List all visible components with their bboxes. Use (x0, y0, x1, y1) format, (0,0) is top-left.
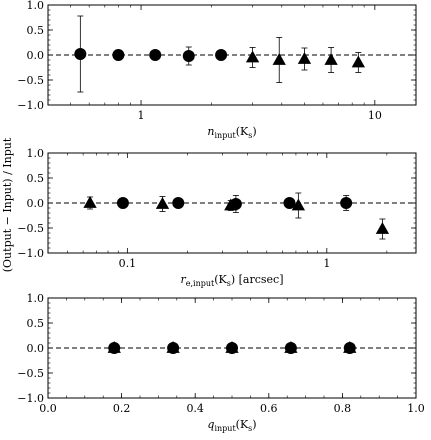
data-point-circle (116, 197, 129, 209)
data-point-triangle (166, 341, 180, 353)
series-circle (116, 195, 353, 213)
x-tick-label: 0.2 (113, 402, 131, 415)
data-point-triangle (83, 196, 97, 208)
series-triangle (83, 192, 390, 240)
x-label-end: ) (252, 418, 256, 431)
x-label-end: ) (252, 125, 256, 138)
data-point-triangle (224, 198, 238, 211)
data-point-triangle (272, 53, 286, 65)
x-tick-label: 0.4 (186, 402, 204, 415)
x-axis-label: qinput(Ks) (207, 418, 256, 433)
x-label-tail-sub: s (227, 279, 231, 288)
y-axis-label: (Output − Input) / Input (1, 137, 14, 272)
data-point-triangle (291, 198, 306, 211)
y-tick-label: 1.0 (27, 0, 45, 12)
data-point-triangle (351, 55, 365, 68)
x-tick-label: 0.6 (260, 402, 278, 415)
y-tick-label: −1.0 (17, 392, 44, 405)
y-tick-label: 1.0 (27, 147, 45, 160)
x-label-tail: (K (236, 418, 249, 431)
x-label-main: q (207, 418, 214, 431)
x-tick-label: 1 (138, 109, 145, 122)
series-triangle (245, 37, 365, 83)
x-label-tail: (K (214, 273, 227, 286)
data-point-circle (182, 50, 195, 62)
x-axis-label: re,input(Ks) [arcsec] (180, 273, 283, 288)
x-label-sub: input (214, 131, 236, 140)
y-tick-label: −0.5 (17, 367, 44, 380)
data-point-triangle (297, 52, 312, 64)
x-tick-label: 1.0 (407, 402, 425, 415)
series-triangle (107, 341, 357, 353)
data-point-triangle (375, 222, 390, 234)
data-point-triangle (343, 341, 357, 353)
y-tick-label: 0.5 (27, 317, 45, 330)
x-label-sub: input (214, 424, 236, 433)
panels: −1.0−0.50.00.51.01 10ninput(Ks)−1.0−0.50.… (17, 0, 424, 433)
y-tick-label: 0.5 (27, 172, 45, 185)
data-point-circle (149, 49, 162, 61)
y-tick-label: −0.5 (17, 74, 44, 87)
x-label-main: n (207, 125, 214, 138)
x-axis-label: ninput(Ks) (207, 125, 256, 140)
data-point-circle (283, 197, 296, 209)
data-point-circle (215, 49, 228, 61)
y-tick-label: −0.5 (17, 222, 44, 235)
y-tick-label: −1.0 (17, 247, 44, 260)
x-tick-label: 0.1 (119, 257, 137, 270)
x-label-main: r (180, 273, 186, 286)
data-point-triangle (284, 341, 298, 353)
x-tick-label: 10 (368, 109, 382, 122)
x-label-tail: (K (236, 125, 249, 138)
x-label-tail-sub: s (248, 131, 252, 140)
x-label-sub: e,input (186, 279, 215, 288)
y-tick-label: 1.0 (27, 292, 45, 305)
data-point-triangle (107, 341, 121, 353)
data-point-circle (340, 197, 353, 209)
x-tick-label: 0.0 (39, 402, 57, 415)
x-tick-label: 0.8 (334, 402, 352, 415)
panel-2: −1.0 −0.5 0.0 0.5 1.0 0.1 1 re,input(Ks) [arcse… (17, 147, 417, 288)
data-point-circle (74, 48, 87, 60)
panel-3: −1.0 −0.5 0.0 0.5 1.0 0.0 0.2 0.4 0.6 0.8 1.0 qinpu… (17, 292, 424, 433)
x-tick-label: 1 (323, 257, 330, 270)
y-tick-label: −1.0 (17, 99, 44, 112)
y-tick-label: 0.5 (27, 24, 45, 37)
y-tick-label: 0.0 (27, 197, 45, 210)
x-label-tail-sub: s (248, 424, 252, 433)
y-tick-label: 0.0 (27, 342, 45, 355)
data-point-triangle (324, 53, 338, 65)
data-point-triangle (225, 341, 239, 353)
series-circle (74, 15, 228, 93)
data-point-circle (172, 197, 185, 209)
data-point-circle (112, 49, 125, 61)
panel-1: −1.0 −0.5 0.0 0.5 1.0 1 10 ninput(Ks) (17, 0, 417, 140)
y-tick-label: 0.0 (27, 49, 45, 62)
data-point-triangle (155, 197, 170, 209)
x-label-end: ) [arcsec] (231, 273, 284, 286)
data-point-triangle (245, 50, 260, 63)
